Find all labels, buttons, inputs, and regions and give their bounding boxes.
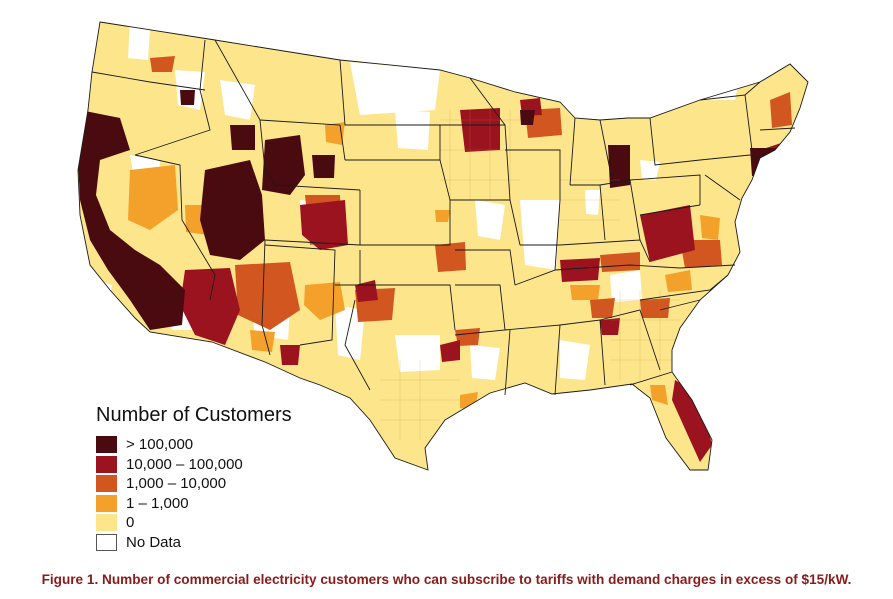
legend-item-zero: 0 bbox=[96, 513, 292, 533]
legend-swatch bbox=[96, 514, 117, 532]
legend-item-no-data: No Data bbox=[96, 533, 292, 553]
state-boundaries bbox=[77, 21, 809, 471]
legend-label: 10,000 – 100,000 bbox=[126, 455, 243, 473]
us-choropleth-map bbox=[77, 21, 809, 471]
legend-item-10000-to-100000: 10,000 – 100,000 bbox=[96, 455, 292, 475]
legend-label: > 100,000 bbox=[126, 436, 194, 454]
legend-swatch bbox=[96, 533, 117, 551]
legend-title: Number of Customers bbox=[96, 404, 292, 426]
legend-label: 1,000 – 10,000 bbox=[126, 475, 227, 493]
map-legend: Number of Customers > 100,000 10,000 – 10… bbox=[96, 404, 292, 552]
legend-swatch bbox=[96, 494, 117, 512]
legend-item-1-to-1000: 1 – 1,000 bbox=[96, 494, 292, 514]
county-boundary-lines bbox=[380, 110, 680, 440]
legend-label: 1 – 1,000 bbox=[126, 494, 189, 512]
figure-caption: Figure 1. Number of commercial electrici… bbox=[41, 572, 852, 587]
legend-item-1000-to-10000: 1,000 – 10,000 bbox=[96, 474, 292, 494]
legend-item-over-100000: > 100,000 bbox=[96, 435, 292, 455]
legend-swatch bbox=[96, 455, 117, 473]
legend-rows: > 100,000 10,000 – 100,000 1,000 – 10,000 1… bbox=[96, 435, 292, 552]
legend-label: No Data bbox=[126, 533, 182, 551]
legend-swatch bbox=[96, 475, 117, 493]
legend-swatch bbox=[96, 436, 117, 454]
legend-label: 0 bbox=[126, 514, 135, 532]
